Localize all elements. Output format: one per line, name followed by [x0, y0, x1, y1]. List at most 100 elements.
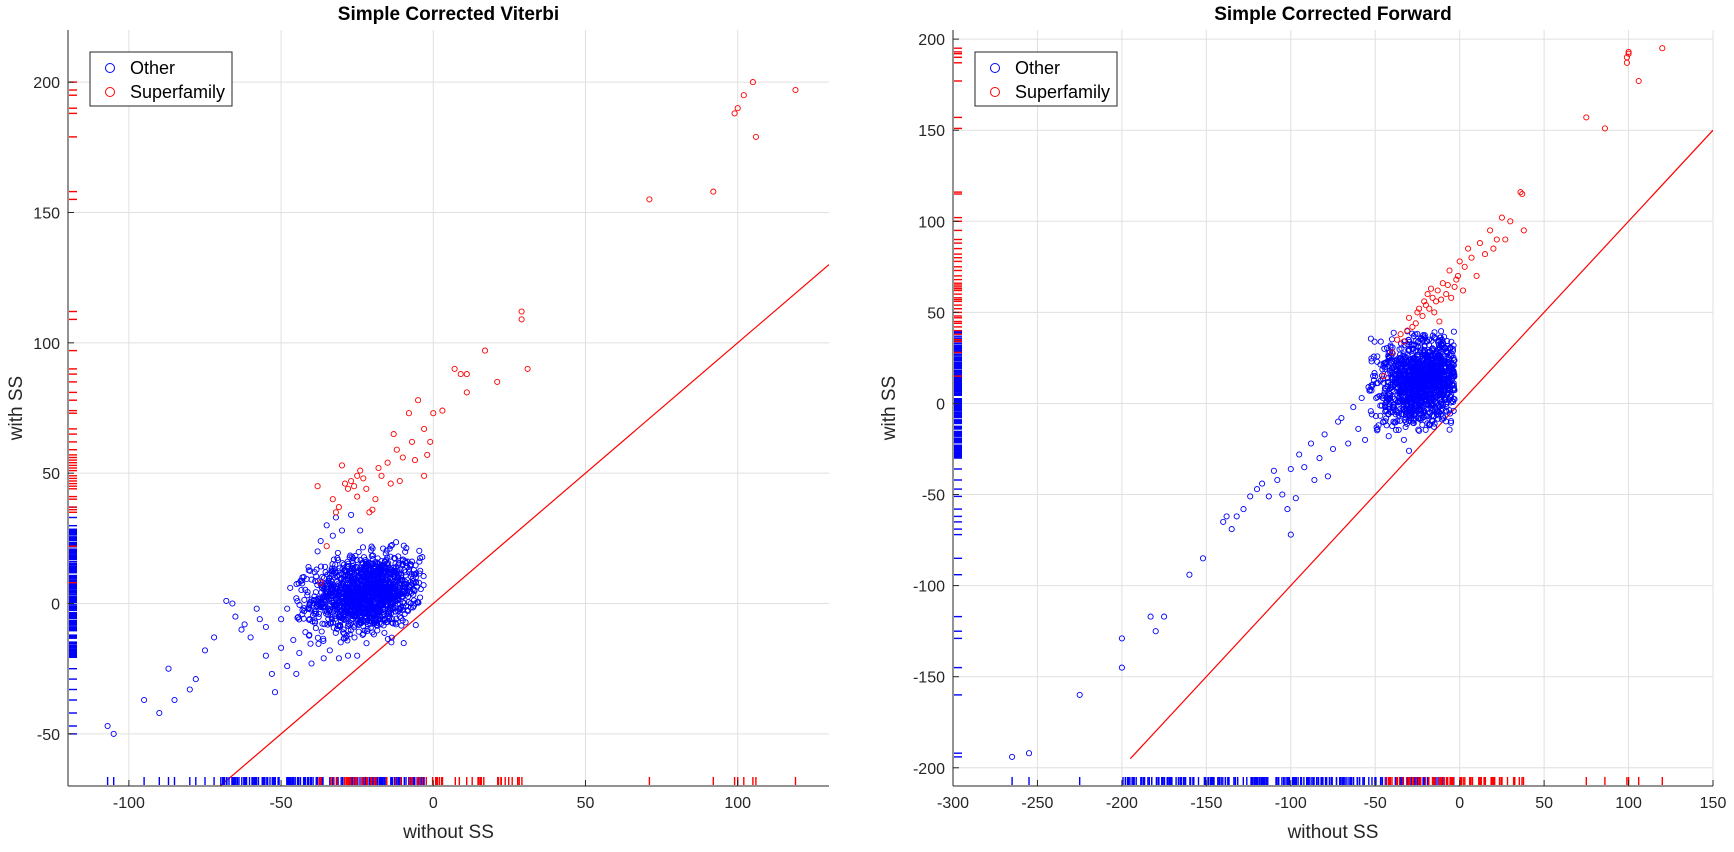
- data-point-other: [1410, 371, 1417, 378]
- data-point-other: [1384, 391, 1391, 398]
- data-point-other: [1447, 399, 1454, 406]
- data-point-superfamily: [1400, 338, 1407, 345]
- data-point-other: [370, 631, 377, 638]
- data-point-other: [366, 614, 373, 621]
- data-point-other: [325, 615, 332, 622]
- data-point-other: [262, 652, 269, 659]
- data-point-other: [359, 631, 366, 638]
- data-point-superfamily: [332, 509, 339, 516]
- data-point-other: [1402, 423, 1409, 431]
- data-point-other: [330, 624, 337, 631]
- x-tick-label: -50: [270, 795, 293, 812]
- data-point-superfamily: [424, 451, 431, 458]
- data-point-other: [1370, 377, 1377, 384]
- data-point-other: [314, 598, 322, 605]
- data-point-other: [1419, 421, 1426, 428]
- data-point-other: [363, 605, 370, 612]
- data-point-other: [271, 689, 279, 696]
- data-point-other: [1436, 383, 1443, 390]
- data-point-other: [1368, 411, 1375, 418]
- data-point-other: [320, 586, 327, 593]
- data-point-other: [1025, 750, 1033, 757]
- data-point-other: [186, 686, 193, 693]
- data-point-other: [416, 558, 423, 565]
- data-point-other: [372, 558, 379, 566]
- data-point-other: [256, 616, 263, 623]
- data-point-other: [294, 614, 301, 621]
- data-point-other: [1405, 347, 1412, 354]
- data-point-other: [368, 552, 375, 559]
- data-point-other: [1385, 411, 1392, 418]
- data-point-other: [1430, 423, 1438, 430]
- data-point-other: [1439, 401, 1447, 409]
- data-point-other: [302, 586, 309, 593]
- data-point-other: [395, 608, 402, 615]
- data-point-other: [1382, 385, 1389, 392]
- data-point-other: [1428, 351, 1435, 358]
- data-point-other: [1220, 518, 1227, 525]
- data-point-other: [317, 537, 324, 545]
- data-point-other: [1419, 386, 1426, 393]
- data-point-other: [1316, 455, 1323, 462]
- data-point-other: [1416, 401, 1423, 408]
- data-point-other: [373, 573, 380, 580]
- data-point-other: [412, 571, 419, 578]
- data-point-other: [1400, 374, 1407, 381]
- x-tick-label: 100: [1615, 795, 1642, 812]
- data-point-other: [392, 619, 399, 626]
- data-point-superfamily: [378, 472, 385, 479]
- data-point-superfamily: [408, 438, 416, 445]
- data-point-other: [397, 590, 404, 597]
- data-point-other: [1152, 628, 1159, 635]
- data-point-other: [1392, 426, 1400, 434]
- data-point-superfamily: [792, 86, 799, 94]
- x-tick-label: 100: [724, 795, 751, 812]
- data-point-other: [415, 579, 423, 586]
- data-point-other: [1448, 392, 1455, 399]
- data-point-other: [1389, 422, 1396, 430]
- data-point-superfamily: [518, 308, 525, 315]
- data-point-other: [1369, 381, 1376, 388]
- data-point-other: [398, 570, 405, 577]
- data-point-other: [395, 594, 402, 602]
- series-superfamily: [1380, 45, 1666, 380]
- legend-box: [89, 51, 233, 107]
- data-point-other: [1367, 408, 1374, 415]
- data-point-other: [353, 556, 360, 563]
- data-point-other: [1442, 407, 1449, 414]
- data-point-other: [335, 613, 342, 620]
- data-point-superfamily: [396, 477, 403, 485]
- data-point-other: [1439, 356, 1446, 363]
- data-point-other: [1406, 412, 1413, 419]
- data-point-superfamily: [1389, 349, 1396, 356]
- data-point-superfamily: [1412, 320, 1419, 327]
- data-point-superfamily: [1465, 245, 1472, 252]
- data-point-other: [1161, 613, 1168, 620]
- data-point-other: [1385, 433, 1392, 440]
- data-point-other: [416, 547, 423, 554]
- data-point-other: [192, 676, 199, 683]
- data-point-other: [417, 555, 424, 562]
- data-point-other: [1076, 691, 1083, 698]
- data-point-superfamily: [430, 410, 437, 417]
- data-point-other: [417, 594, 424, 601]
- data-point-other: [395, 577, 402, 584]
- data-point-other: [1228, 526, 1235, 533]
- data-point-other: [392, 608, 399, 615]
- data-point-other: [165, 665, 172, 672]
- data-point-other: [1385, 395, 1392, 402]
- data-point-other: [367, 620, 374, 627]
- data-point-other: [1412, 400, 1419, 407]
- data-point-superfamily: [415, 397, 422, 404]
- data-point-other: [1247, 493, 1254, 500]
- data-point-other: [1409, 392, 1416, 399]
- data-point-other: [376, 609, 383, 616]
- data-point-other: [1420, 372, 1427, 379]
- data-point-other: [1432, 392, 1439, 399]
- data-point-other: [400, 640, 407, 647]
- data-point-other: [335, 589, 342, 596]
- data-point-other: [321, 574, 328, 581]
- data-point-superfamily: [344, 485, 352, 492]
- data-point-other: [359, 597, 366, 604]
- data-point-other: [1415, 415, 1422, 422]
